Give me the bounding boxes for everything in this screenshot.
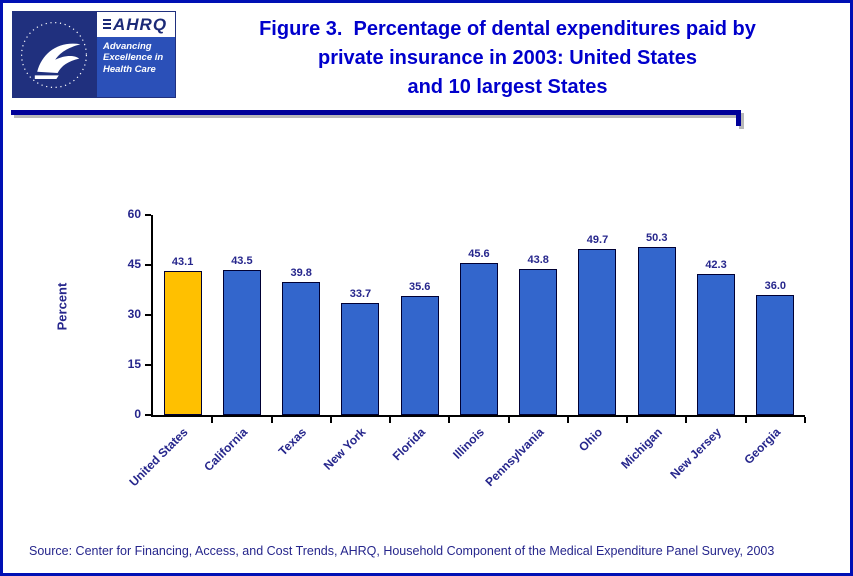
x-label-slot: Florida	[388, 417, 447, 527]
ahrq-logo: AHRQ Advancing Excellence in Health Care	[96, 11, 176, 98]
bar-new-york	[341, 302, 380, 415]
x-tick-mark	[211, 417, 214, 423]
bar-california	[222, 270, 261, 415]
bar-michigan	[637, 247, 676, 415]
bar-georgia	[756, 295, 795, 415]
y-tick-mark	[145, 264, 151, 266]
bar-slot: 42.3	[686, 259, 745, 415]
bar-value-label: 42.3	[705, 259, 727, 271]
bar-ohio	[578, 249, 617, 415]
x-label-slot: Pennsylvania	[482, 417, 566, 527]
figure-title: Figure 3. Percentage of dental expenditu…	[179, 15, 836, 102]
bar-united-states	[163, 271, 202, 415]
bars-container: 43.1 43.5 39.8 33.7 35.6 45.6 43.8 49.7 50.3 42.3…	[153, 215, 805, 415]
bar-slot: 43.8	[509, 254, 568, 415]
x-axis-label: Ohio	[576, 425, 606, 455]
bar-slot: 36.0	[746, 280, 805, 415]
bar-texas	[282, 282, 321, 415]
bar-florida	[400, 296, 439, 415]
y-axis-title: Percent	[54, 282, 70, 331]
bar-value-label: 35.6	[408, 281, 431, 294]
bar-value-label: 49.7	[586, 234, 609, 247]
x-tick-mark	[744, 417, 747, 423]
y-tick-mark	[145, 414, 151, 416]
bar-value-label: 50.3	[646, 232, 668, 245]
x-label-slot: United States	[126, 417, 210, 527]
x-tick-mark	[566, 417, 569, 423]
bar-slot: 45.6	[449, 248, 508, 415]
x-tick-mark	[448, 417, 451, 423]
ahrq-acronym: AHRQ	[97, 12, 175, 37]
bar-illinois	[459, 263, 498, 415]
x-tick-mark	[507, 417, 510, 423]
hhs-seal-icon	[12, 11, 96, 98]
x-label-slot: California	[201, 417, 269, 527]
y-tick-mark	[145, 364, 151, 366]
bar-slot: 50.3	[627, 232, 686, 415]
bar-value-label: 36.0	[764, 280, 786, 292]
y-tick-mark	[145, 214, 151, 216]
x-axis-label: Illinois	[450, 425, 487, 462]
x-label-slot: Texas	[270, 417, 329, 527]
x-axis-label: United States	[126, 425, 191, 490]
y-tick-label: 60	[127, 207, 141, 221]
bar-value-label: 43.5	[231, 255, 253, 267]
title-line-3: and 10 largest States	[407, 76, 608, 98]
x-label-slot: New Jersey	[667, 417, 743, 527]
x-tick-mark	[270, 417, 273, 423]
ahrq-tagline: Advancing Excellence in Health Care	[97, 37, 175, 97]
y-tick-label: 15	[127, 357, 141, 371]
speed-stripes-icon	[103, 19, 111, 30]
x-tick-mark	[626, 417, 629, 423]
bar-value-label: 39.8	[290, 267, 312, 280]
bar-value-label: 43.8	[527, 254, 549, 266]
source-text: Source: Center for Financing, Access, an…	[29, 544, 775, 558]
y-tick-mark	[145, 314, 151, 316]
x-tick-mark	[389, 417, 392, 423]
bar-pennsylvania	[519, 269, 558, 415]
x-tick-mark	[685, 417, 688, 423]
bar-value-label: 33.7	[349, 287, 372, 300]
x-axis-label: Georgia	[741, 425, 784, 467]
bar-slot: 35.6	[390, 281, 449, 415]
y-tick-label: 0	[134, 407, 141, 421]
bar-new-jersey	[697, 274, 736, 415]
bar-slot: 39.8	[272, 267, 331, 415]
y-tick-label: 30	[127, 307, 141, 321]
bar-slot: 43.5	[212, 255, 271, 415]
bar-value-label: 43.1	[171, 256, 194, 269]
title-line-2: private insurance in 2003: United States	[317, 47, 698, 69]
y-tick-label: 45	[127, 257, 141, 271]
header-logo: AHRQ Advancing Excellence in Health Care	[12, 11, 176, 98]
bar-slot: 43.1	[153, 256, 212, 415]
x-tick-mark	[329, 417, 332, 423]
x-axis-label: Michigan	[617, 425, 665, 472]
x-axis-label: Florida	[389, 425, 428, 464]
x-axis-labels: United States California Texas New York Flor…	[126, 417, 803, 527]
x-label-slot: Ohio	[566, 417, 625, 527]
x-label-slot: Georgia	[741, 417, 803, 527]
header-divider	[11, 110, 741, 126]
bar-slot: 49.7	[568, 234, 627, 415]
bar-slot: 33.7	[331, 288, 390, 415]
x-axis-label: Texas	[275, 425, 310, 459]
bar-value-label: 45.6	[468, 248, 490, 260]
plot-area: 43.1 43.5 39.8 33.7 35.6 45.6 43.8 49.7 50.3 42.3…	[128, 207, 806, 423]
title-line-1: Figure 3. Percentage of dental expenditu…	[259, 18, 756, 40]
x-label-slot: New York	[321, 417, 388, 527]
x-tick-mark	[804, 417, 806, 423]
